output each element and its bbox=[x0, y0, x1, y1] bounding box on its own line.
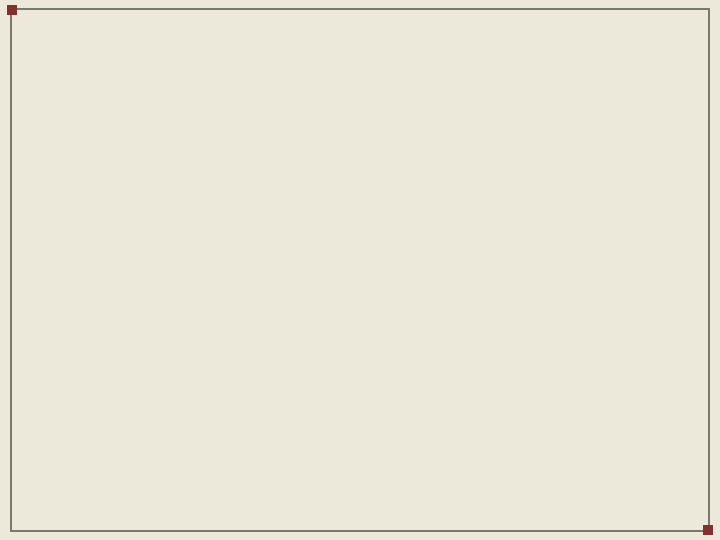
frame-right bbox=[708, 8, 710, 532]
frame-left bbox=[10, 8, 12, 532]
corner-top-left bbox=[7, 5, 17, 15]
chart-area bbox=[30, 240, 360, 500]
corner-bottom-right bbox=[703, 525, 713, 535]
frame-top bbox=[10, 8, 710, 10]
frame-bottom bbox=[10, 530, 710, 532]
bullet-list bbox=[370, 88, 690, 98]
chart-axes bbox=[30, 240, 360, 500]
